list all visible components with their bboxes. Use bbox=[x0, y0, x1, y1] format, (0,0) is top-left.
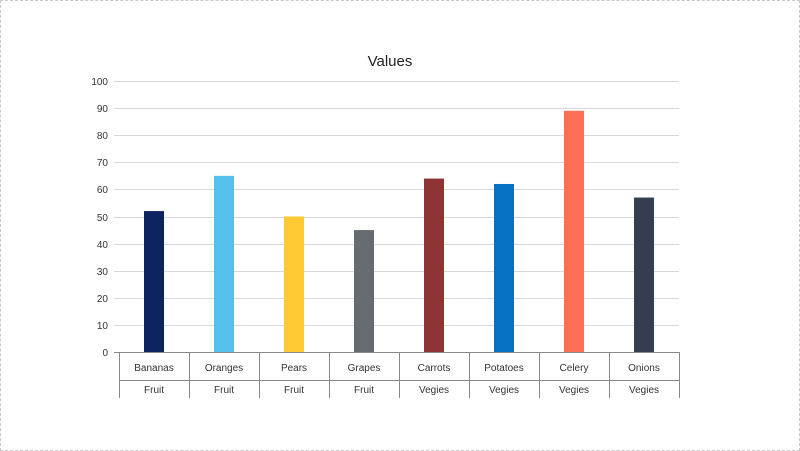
y-tick-label: 80 bbox=[97, 131, 109, 142]
bar-oranges bbox=[214, 175, 234, 352]
x-group-label: Fruit bbox=[214, 385, 234, 396]
x-axis-category-labels: Bananas Oranges Pears Grapes Carrots Potatoes… bbox=[134, 363, 660, 374]
y-axis-tick-labels: 0 10 20 30 40 50 60 70 80 90 100 bbox=[91, 77, 108, 359]
chart-title: Values bbox=[368, 53, 413, 70]
y-tick-label: 30 bbox=[97, 267, 109, 278]
bars bbox=[144, 110, 654, 352]
x-group-label: Vegies bbox=[559, 385, 589, 396]
x-group-label: Fruit bbox=[144, 385, 164, 396]
x-category-label: Potatoes bbox=[484, 363, 523, 374]
x-group-label: Fruit bbox=[284, 385, 304, 396]
x-group-label: Vegies bbox=[489, 385, 519, 396]
bar-onions bbox=[634, 197, 654, 352]
x-category-label: Celery bbox=[560, 363, 589, 374]
bar-grapes bbox=[354, 230, 374, 352]
bar-carrots bbox=[424, 178, 444, 352]
y-tick-label: 0 bbox=[102, 348, 108, 359]
x-group-label: Vegies bbox=[629, 385, 659, 396]
x-category-label: Grapes bbox=[348, 363, 381, 374]
y-tick-label: 60 bbox=[97, 185, 109, 196]
y-tick-label: 20 bbox=[97, 294, 109, 305]
bar-pears bbox=[284, 216, 304, 352]
y-tick-label: 70 bbox=[97, 158, 109, 169]
x-axis-group-labels: Fruit Fruit Fruit Fruit Vegies Vegies Vegies Ve… bbox=[144, 385, 659, 396]
y-tick-label: 50 bbox=[97, 213, 109, 224]
y-tick-label: 10 bbox=[97, 321, 109, 332]
x-group-label: Vegies bbox=[419, 385, 449, 396]
x-axis bbox=[119, 352, 680, 398]
bar-celery bbox=[564, 110, 584, 352]
x-category-label: Carrots bbox=[418, 363, 451, 374]
x-category-label: Bananas bbox=[134, 363, 173, 374]
bar-bananas bbox=[144, 211, 164, 352]
x-category-label: Onions bbox=[628, 363, 660, 374]
bar-potatoes bbox=[494, 183, 514, 352]
x-group-label: Fruit bbox=[354, 385, 374, 396]
grid-lines bbox=[114, 81, 679, 353]
y-tick-label: 100 bbox=[91, 77, 108, 88]
y-tick-label: 90 bbox=[97, 104, 109, 115]
x-category-label: Pears bbox=[281, 363, 307, 374]
x-category-label: Oranges bbox=[205, 363, 243, 374]
y-tick-label: 40 bbox=[97, 240, 109, 251]
